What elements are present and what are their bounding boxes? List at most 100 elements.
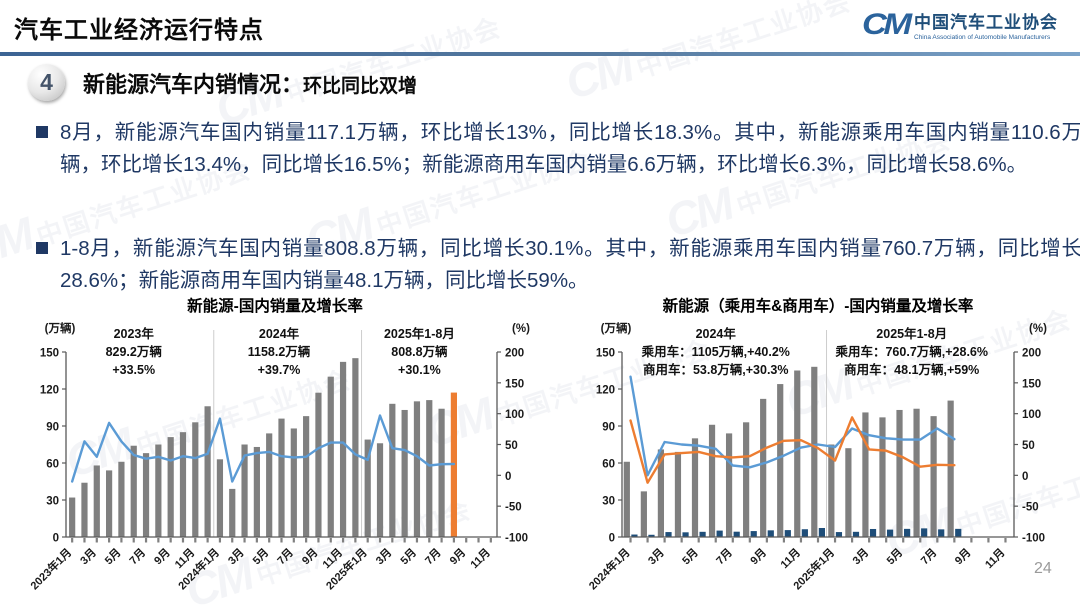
page-number: 24 xyxy=(1034,560,1052,577)
svg-text:-100: -100 xyxy=(505,533,528,545)
section-title: 新能源汽车内销情况： xyxy=(83,71,304,97)
svg-text:3月: 3月 xyxy=(373,546,394,567)
svg-text:2025年1-8月: 2025年1-8月 xyxy=(384,326,455,341)
svg-text:-100: -100 xyxy=(1022,533,1045,545)
svg-text:200: 200 xyxy=(1022,348,1041,360)
svg-text:2025年1-8月: 2025年1-8月 xyxy=(876,326,947,341)
svg-text:30: 30 xyxy=(46,496,59,508)
svg-text:+30.1%: +30.1% xyxy=(398,363,441,377)
svg-text:+39.7%: +39.7% xyxy=(258,363,301,377)
svg-text:(%): (%) xyxy=(1029,323,1047,335)
svg-text:1158.2万辆: 1158.2万辆 xyxy=(248,344,311,359)
svg-text:7月: 7月 xyxy=(422,546,443,567)
svg-text:2024年1月: 2024年1月 xyxy=(586,545,633,592)
svg-text:商用车：53.8万辆,+30.3%: 商用车：53.8万辆,+30.3% xyxy=(643,362,789,377)
caam-logo: CM 中国汽车工业协会 China Association of Automob… xyxy=(862,7,1058,41)
svg-text:30: 30 xyxy=(602,496,615,508)
chart-annotation: 2024年 1158.2万辆 +39.7% xyxy=(248,326,311,377)
svg-text:50: 50 xyxy=(1022,440,1035,452)
svg-text:2023年1月: 2023年1月 xyxy=(27,545,74,592)
svg-text:120: 120 xyxy=(40,385,59,397)
chart-nev-domestic-sales: 新能源-国内销量及增长率 0 30 60 90 120 150 -100 -50 0 50 100 1… xyxy=(10,294,540,605)
svg-text:2024年: 2024年 xyxy=(696,326,737,341)
svg-text:150: 150 xyxy=(40,348,59,360)
svg-text:7月: 7月 xyxy=(714,546,735,567)
svg-text:0: 0 xyxy=(1022,471,1028,483)
bullet-item: 8月，新能源汽车国内销量117.1万辆，环比增长13%，同比增长18.3%。其中… xyxy=(36,117,1080,181)
svg-text:200: 200 xyxy=(505,348,524,360)
svg-text:9月: 9月 xyxy=(952,546,973,567)
svg-text:+33.5%: +33.5% xyxy=(112,363,155,377)
section-badge: 4 xyxy=(28,64,65,101)
svg-text:0: 0 xyxy=(609,533,615,545)
bar-series xyxy=(631,527,962,537)
svg-text:5月: 5月 xyxy=(250,546,271,567)
growth-line xyxy=(629,375,956,477)
svg-text:5月: 5月 xyxy=(884,546,905,567)
svg-text:7月: 7月 xyxy=(127,546,148,567)
caam-logo-name: 中国汽车工业协会 xyxy=(914,13,1058,32)
svg-text:90: 90 xyxy=(46,422,59,434)
bullet-text: 8月，新能源汽车国内销量117.1万辆，环比增长13%，同比增长18.3%。其中… xyxy=(60,121,1080,176)
svg-text:150: 150 xyxy=(505,378,524,390)
section-heading: 4 新能源汽车内销情况：环比同比双增 xyxy=(28,64,417,101)
svg-text:0: 0 xyxy=(505,471,511,483)
svg-text:60: 60 xyxy=(602,459,615,471)
growth-line xyxy=(629,416,956,484)
bar-series-group xyxy=(623,366,962,537)
svg-text:90: 90 xyxy=(602,422,615,434)
svg-text:乘用车：1105万辆,+40.2%: 乘用车：1105万辆,+40.2% xyxy=(641,344,790,359)
svg-text:7月: 7月 xyxy=(275,546,296,567)
svg-text:0: 0 xyxy=(53,533,59,545)
bullet-item: 1-8月，新能源汽车国内销量808.8万辆，同比增长30.1%。其中，新能源乘用… xyxy=(36,233,1080,297)
svg-text:150: 150 xyxy=(1022,378,1041,390)
svg-text:50: 50 xyxy=(505,440,518,452)
svg-text:808.8万辆: 808.8万辆 xyxy=(391,344,448,359)
growth-line xyxy=(70,414,456,483)
svg-text:100: 100 xyxy=(1022,409,1041,421)
svg-text:商用车：48.1万辆,+59%: 商用车：48.1万辆,+59% xyxy=(844,362,979,377)
bullet-marker-icon xyxy=(36,126,48,138)
svg-text:7月: 7月 xyxy=(918,546,939,567)
svg-text:150: 150 xyxy=(596,348,615,360)
svg-text:11月: 11月 xyxy=(778,546,803,571)
svg-text:60: 60 xyxy=(46,459,59,471)
chart-annotation: 2025年1-8月 808.8万辆 +30.1% xyxy=(384,326,455,377)
chart-canvas: 0 30 60 90 120 150 -100 -50 0 50 100 150 200 2024年1月 3… xyxy=(586,321,1048,592)
chart-annotation: 2023年 829.2万辆 +33.5% xyxy=(106,326,163,377)
svg-text:-50: -50 xyxy=(505,502,522,514)
header-divider xyxy=(0,52,1080,56)
svg-text:9月: 9月 xyxy=(299,546,320,567)
chart-title: 新能源（乘用车&商用车）-国内销量及增长率 xyxy=(662,298,974,315)
svg-text:(万辆): (万辆) xyxy=(601,321,632,335)
svg-text:9月: 9月 xyxy=(151,546,172,567)
svg-text:120: 120 xyxy=(596,385,615,397)
caam-logo-name-en: China Association of Automobile Manufact… xyxy=(914,34,1051,41)
chart-nev-pv-cv-sales: 新能源（乘用车&商用车）-国内销量及增长率 0 30 60 90 120 150 -100 -… xyxy=(556,294,1080,605)
svg-text:829.2万辆: 829.2万辆 xyxy=(106,344,163,359)
svg-text:9月: 9月 xyxy=(748,546,769,567)
caam-logo-icon: CM xyxy=(862,7,912,41)
svg-text:3月: 3月 xyxy=(645,546,666,567)
svg-text:3月: 3月 xyxy=(850,546,871,567)
svg-text:100: 100 xyxy=(505,409,524,421)
svg-text:5月: 5月 xyxy=(398,546,419,567)
bar-series xyxy=(623,366,954,537)
svg-text:3月: 3月 xyxy=(225,546,246,567)
svg-text:9月: 9月 xyxy=(447,546,468,567)
svg-text:11月: 11月 xyxy=(468,546,493,571)
svg-text:2024年: 2024年 xyxy=(259,326,300,341)
bullet-marker-icon xyxy=(36,242,48,254)
svg-text:5月: 5月 xyxy=(102,546,123,567)
svg-text:(%): (%) xyxy=(512,323,530,335)
section-subtitle: 环比同比双增 xyxy=(303,75,418,97)
svg-text:11月: 11月 xyxy=(982,546,1007,571)
svg-text:3月: 3月 xyxy=(78,546,99,567)
svg-text:5月: 5月 xyxy=(680,546,701,567)
chart-title: 新能源-国内销量及增长率 xyxy=(187,298,363,315)
svg-text:乘用车：760.7万辆,+28.6%: 乘用车：760.7万辆,+28.6% xyxy=(834,344,988,359)
